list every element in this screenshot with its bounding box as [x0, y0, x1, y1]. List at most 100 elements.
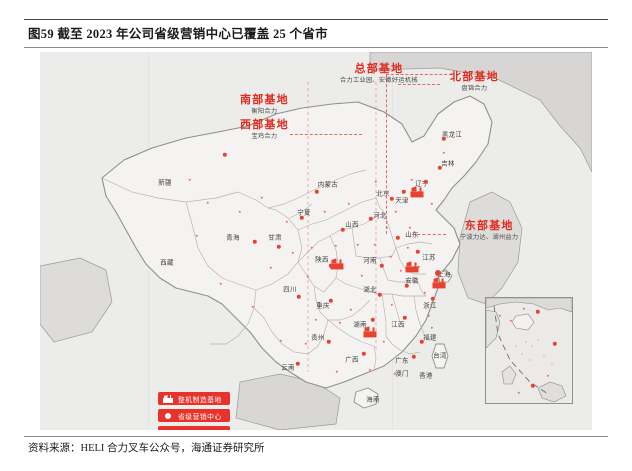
leader-line-east [412, 234, 446, 235]
province-label: 山东 [405, 230, 419, 239]
title-rule-bottom [24, 47, 608, 48]
marketing-center-dot [389, 196, 395, 202]
service-dot [385, 226, 389, 230]
annotation-title: 北部基地 [450, 70, 499, 83]
marketing-center-dot [368, 216, 374, 222]
province-label: 四川 [283, 285, 297, 294]
china-map-panel: 新疆 西藏 青海 甘肃 宁夏 内蒙古 陕西 山西 河北 北京 天津 山东 河南 … [40, 52, 592, 430]
annotation-east-base: 东部基地 宁波力达、湖州益力 [460, 219, 518, 242]
service-dot [269, 266, 273, 270]
annotation-subtitle: 宝鸡合力 [251, 133, 278, 140]
service-dot [195, 234, 199, 238]
annotation-title: 南部基地 [240, 93, 289, 106]
service-dot [334, 244, 338, 248]
service-dot [310, 246, 314, 250]
province-label: 河北 [373, 211, 387, 220]
service-dot [314, 318, 318, 322]
marketing-center-dot [437, 165, 443, 171]
inset-dot [535, 309, 541, 315]
service-dot [188, 178, 192, 182]
source-note: 资料来源：HELI 合力叉车公众号，海通证券研究所 [28, 443, 265, 454]
marketing-center-dot [377, 292, 383, 298]
service-dot [347, 202, 351, 206]
legend-label: 营销服务机构 [178, 428, 222, 431]
annotation-south-base: 南部基地 衡阳合力 [240, 93, 289, 116]
legend-item-manufacturing-base[interactable]: 整机制造基地 [158, 392, 230, 405]
marketing-center-dot [411, 354, 417, 360]
service-dot [251, 305, 255, 309]
factory-base-icon [405, 261, 419, 273]
service-dot [335, 370, 339, 374]
marketing-center-dot [326, 339, 332, 345]
service-dot [285, 220, 289, 224]
province-label: 海南 [366, 395, 380, 404]
province-label: 江苏 [422, 253, 436, 262]
province-label: 西藏 [160, 258, 174, 267]
province-label: 天津 [395, 196, 409, 205]
marketing-center-dot [276, 244, 282, 250]
province-label: 新疆 [158, 178, 172, 187]
province-label: 澳门 [395, 369, 409, 378]
service-dot [206, 201, 210, 205]
province-label: 黑龙江 [441, 130, 463, 139]
service-dot [374, 180, 378, 184]
leader-line-west [290, 134, 362, 135]
province-label: 河南 [363, 256, 377, 265]
annotation-north-base: 北部基地 盘锦合力 [450, 70, 499, 93]
service-dot [382, 340, 386, 344]
service-dot [390, 303, 394, 307]
factory-icon [158, 394, 178, 403]
service-dot [306, 275, 310, 279]
marketing-center-dot [299, 215, 305, 221]
province-label: 宁夏 [297, 208, 311, 217]
annotation-west-base: 西部基地 宝鸡合力 [240, 118, 289, 141]
province-label: 辽宁 [415, 179, 429, 188]
marketing-center-dot [402, 315, 408, 321]
service-dot [219, 282, 223, 286]
province-label: 上海 [437, 270, 451, 279]
province-label: 浙江 [423, 301, 437, 310]
legend-item-provincial-center[interactable]: 省级营销中心 [158, 409, 230, 422]
service-dot [260, 196, 264, 200]
service-dot [291, 251, 295, 255]
province-label: 贵州 [311, 333, 325, 342]
marketing-center-dot [415, 249, 421, 255]
province-label: 内蒙古 [317, 180, 339, 189]
service-dot [394, 210, 398, 214]
marketing-center-dot [295, 361, 301, 367]
service-dot [410, 178, 414, 182]
service-dot [279, 339, 283, 343]
service-dot [399, 269, 403, 273]
service-dot [368, 368, 372, 372]
title-rule-top [24, 19, 608, 20]
marketing-center-dot [435, 270, 441, 276]
marketing-center-dot [404, 283, 410, 289]
factory-base-icon [363, 326, 377, 338]
service-dot [323, 210, 327, 214]
province-label: 江西 [391, 320, 405, 329]
service-dot [338, 321, 342, 325]
annotation-headquarters-base: 总部基地 合力工业园、安徽好运机械 [340, 62, 418, 85]
service-dot [360, 274, 364, 278]
annotation-title: 总部基地 [354, 62, 404, 75]
service-dot [356, 243, 360, 247]
annotation-subtitle: 合力工业园、安徽好运机械 [340, 77, 418, 84]
inset-map-outline [486, 298, 572, 403]
marketing-center-dot [379, 263, 385, 269]
inset-dot [522, 307, 526, 311]
province-label: 湖南 [353, 320, 367, 329]
province-label: 甘肃 [268, 233, 282, 242]
province-label: 福建 [423, 333, 437, 342]
province-label: 台湾 [433, 351, 447, 360]
annotation-title: 西部基地 [240, 118, 289, 131]
marketing-center-dot [419, 339, 425, 345]
service-dot [430, 326, 434, 330]
service-dot [373, 243, 377, 247]
marketing-center-dot [361, 351, 367, 357]
legend-item-service-org[interactable]: 营销服务机构 [158, 426, 230, 430]
marketing-center-dot [430, 296, 436, 302]
province-label: 云南 [281, 363, 295, 372]
marketing-center-dot [423, 179, 429, 185]
south-china-sea-inset [485, 297, 573, 404]
